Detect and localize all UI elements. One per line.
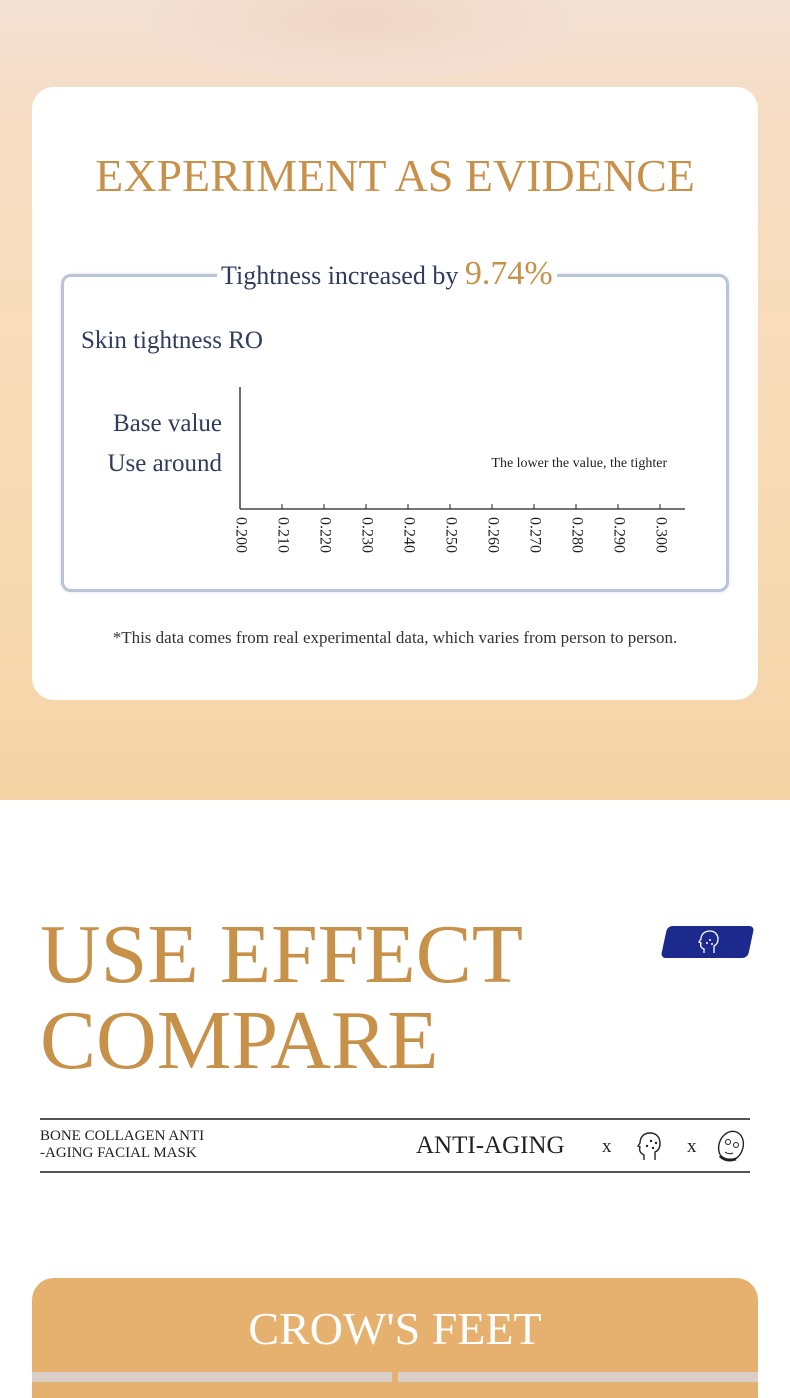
compare-title: USE EFFECT COMPARE xyxy=(40,912,523,1084)
x-tick-label: 0.270 xyxy=(526,517,543,553)
chart-annotation: The lower the value, the tighter xyxy=(491,456,667,471)
compare-title-line2: COMPARE xyxy=(40,994,439,1087)
x-tick-label: 0.220 xyxy=(316,517,333,553)
model-photo xyxy=(150,0,570,80)
multiply-sign-2: x xyxy=(687,1136,697,1157)
acne-face-icon xyxy=(636,1132,661,1160)
chart-subtitle: Skin tightness RO xyxy=(81,327,263,354)
category-label: Use around xyxy=(107,450,222,477)
x-tick-label: 0.290 xyxy=(610,517,627,553)
x-tick-label: 0.210 xyxy=(274,517,291,553)
product-name: BONE COLLAGEN ANTI -AGING FACIAL MASK xyxy=(40,1128,204,1162)
x-tick-label: 0.260 xyxy=(484,517,501,553)
x-tick-label: 0.230 xyxy=(358,517,375,553)
x-tick-label: 0.300 xyxy=(652,517,669,553)
crows-feet-title: CROW'S FEET xyxy=(248,1303,542,1354)
product-line1: BONE COLLAGEN ANTI xyxy=(40,1128,205,1144)
experiment-title: EXPERIMENT AS EVIDENCE xyxy=(95,150,695,201)
divider-top xyxy=(40,1118,750,1120)
x-tick-label: 0.200 xyxy=(232,517,249,553)
category-label: ANTI-AGING xyxy=(416,1132,565,1159)
product-line2: -AGING FACIAL MASK xyxy=(40,1145,197,1161)
tightness-headline: Tightness increased by 9.74% xyxy=(217,255,557,293)
face-mask-icon xyxy=(717,1130,745,1162)
multiply-sign-1: x xyxy=(602,1136,612,1157)
headline-prefix: Tightness increased by xyxy=(221,261,459,290)
after-photo xyxy=(398,1372,758,1382)
x-tick-label: 0.240 xyxy=(400,517,417,553)
divider-bottom xyxy=(40,1171,750,1173)
tightness-chart: 0.200 0.210 0.220 0.230 0.240 0.250 0.260 0.270… xyxy=(107,387,685,553)
category-label: Base value xyxy=(113,410,222,437)
experiment-card: EXPERIMENT AS EVIDENCE Tightness increas… xyxy=(32,87,758,700)
x-tick-label: 0.280 xyxy=(568,517,585,553)
face-head-icon xyxy=(698,930,719,953)
footnote: *This data comes from real experimental … xyxy=(112,628,678,647)
x-tick-label: 0.250 xyxy=(442,517,459,553)
before-photo xyxy=(32,1372,392,1382)
headline-value: 9.74% xyxy=(464,255,553,292)
compare-title-line1: USE EFFECT xyxy=(40,908,524,1001)
